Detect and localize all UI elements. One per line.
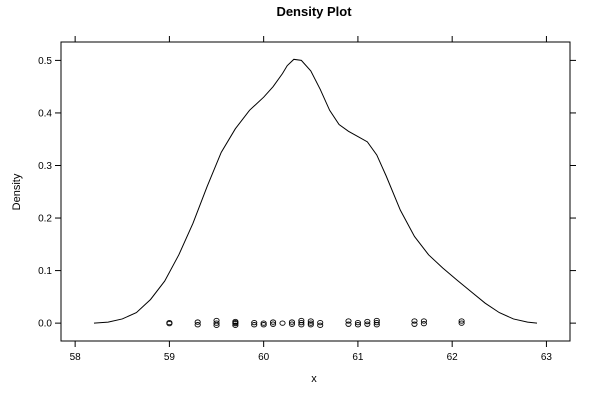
rug-point	[213, 322, 220, 328]
rug-point	[364, 321, 371, 327]
rug-point	[458, 318, 465, 324]
rug-point	[232, 319, 239, 326]
y-axis-label: Density	[11, 173, 23, 210]
x-axis-label: x	[311, 373, 317, 385]
rug-point	[166, 321, 173, 327]
rug-point	[270, 321, 277, 327]
rug-point	[345, 321, 352, 327]
axis-ticks	[55, 36, 576, 347]
x-tick-label: 58	[70, 352, 82, 363]
axis-tick-labels: 58 59 60 61 62 63 0.0 0.1 0.2 0.3 0.4 0.5	[38, 56, 552, 363]
rug-point	[354, 322, 361, 328]
x-tick-label: 61	[352, 352, 364, 363]
plot-frame	[60, 41, 571, 342]
rug-point	[411, 318, 418, 324]
rug-point	[317, 322, 324, 328]
y-tick-label: 0.0	[38, 319, 52, 330]
rug-point	[251, 322, 258, 328]
rug-point	[270, 319, 277, 325]
rug-point	[288, 319, 295, 325]
rug-point	[298, 322, 305, 328]
x-tick-label: 63	[541, 352, 553, 363]
rug-point	[251, 319, 258, 326]
rug-point	[354, 319, 361, 326]
y-tick-label: 0.2	[38, 214, 52, 225]
rug-point	[288, 321, 295, 327]
rug-point	[232, 322, 239, 328]
x-tick-label: 62	[447, 352, 459, 363]
chart-title: Density Plot	[276, 4, 352, 19]
rug-point	[420, 318, 427, 324]
rug-point	[194, 322, 201, 328]
rug-point	[307, 322, 314, 328]
rug-point	[279, 320, 286, 326]
rug-point	[194, 319, 201, 325]
y-tick-label: 0.4	[38, 108, 52, 119]
density-curve	[93, 58, 538, 324]
rug-point	[345, 318, 352, 324]
rug-point	[458, 320, 465, 326]
rug-point	[373, 322, 380, 328]
x-tick-label: 59	[164, 352, 176, 363]
rug-point	[260, 320, 267, 326]
rug-point	[298, 319, 305, 326]
x-tick-label: 60	[258, 352, 270, 363]
rug-point	[373, 319, 380, 326]
rug-point	[411, 321, 418, 327]
rug-point	[420, 321, 427, 327]
rug-point	[317, 319, 324, 326]
y-tick-label: 0.1	[38, 266, 52, 277]
y-tick-label: 0.3	[38, 161, 52, 172]
rug-point	[213, 320, 220, 326]
rug-point	[364, 318, 371, 325]
rug-points	[166, 317, 465, 328]
rug-point	[307, 318, 314, 324]
y-tick-label: 0.5	[38, 56, 52, 67]
